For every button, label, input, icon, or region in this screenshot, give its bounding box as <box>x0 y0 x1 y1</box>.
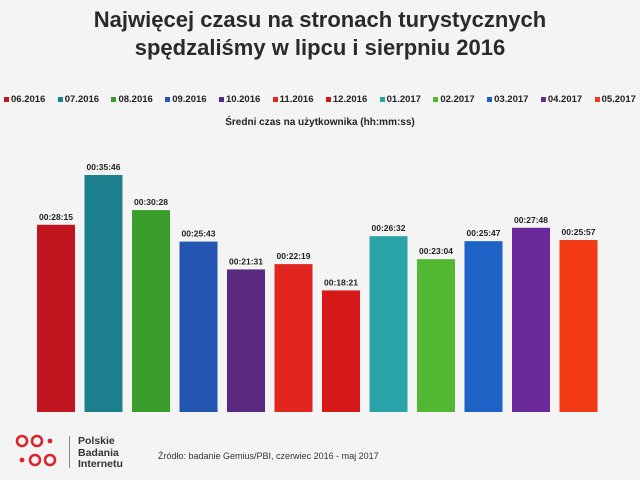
bar-value-label: 00:23:04 <box>419 246 453 256</box>
bar-11.2016 <box>274 264 313 412</box>
chart-title-line-2: spędzaliśmy w lipcu i sierpniu 2016 <box>134 35 506 60</box>
legend-item: 04.2017 <box>540 94 583 105</box>
bar-02.2017 <box>417 259 455 412</box>
legend-swatch <box>272 97 278 102</box>
footer-source: Źródło: badanie Gemius/PBI, czerwiec 201… <box>158 451 379 461</box>
bar-value-label: 00:25:57 <box>561 227 595 237</box>
legend-swatch <box>165 97 171 102</box>
chart-title-line-1: Najwięcej czasu na stronach turystycznyc… <box>93 7 547 32</box>
legend-label: 07.2016 <box>64 94 100 105</box>
bar-07.2016 <box>84 175 123 412</box>
legend-label: 05.2017 <box>601 94 636 105</box>
legend-item: 05.2017 <box>594 94 636 105</box>
footer-brand-line: Badania <box>78 446 119 459</box>
bar-value-label: 00:22:19 <box>276 251 310 261</box>
legend-swatch <box>379 97 385 102</box>
legend-label: 10.2016 <box>225 94 261 105</box>
pbi-logo-icon <box>15 434 57 467</box>
legend-item: 08.2016 <box>111 94 153 105</box>
legend-label: 12.2016 <box>332 94 368 105</box>
bar-value-label: 00:30:28 <box>134 197 168 207</box>
bar-09.2016 <box>179 241 218 412</box>
legend-label: 01.2017 <box>386 94 421 105</box>
legend-swatch <box>4 97 9 102</box>
footer-divider <box>69 436 70 468</box>
bar-10.2016 <box>227 269 265 412</box>
bar-12.2016 <box>322 290 360 412</box>
bar-value-label: 00:26:32 <box>371 223 405 233</box>
footer-brand-line: Internetu <box>78 458 123 470</box>
bar-value-label: 00:18:21 <box>324 277 358 287</box>
bar-05.2017 <box>559 240 598 412</box>
legend-swatch <box>218 97 224 102</box>
footer-brand-line: Polskie <box>78 435 115 447</box>
bar-01.2017 <box>369 236 408 412</box>
legend-item: 12.2016 <box>325 94 368 105</box>
legend-swatch <box>111 97 117 102</box>
legend-swatch <box>325 97 331 102</box>
legend-item: 03.2017 <box>487 94 528 105</box>
legend-item: 01.2017 <box>379 94 421 105</box>
legend-item: 07.2016 <box>57 94 100 105</box>
chart-subtitle: Średni czas na użytkownika (hh:mm:ss) <box>225 117 415 128</box>
legend-swatch <box>540 97 546 102</box>
bar-value-label: 00:21:31 <box>229 256 263 266</box>
bar-value-label: 00:27:48 <box>514 215 548 225</box>
legend-item: 06.2016 <box>4 94 45 105</box>
legend-swatch <box>594 97 600 102</box>
chart-legend: 06.2016 07.2016 08.2016 09.2016 10.2016 11.20… <box>4 94 636 105</box>
legend-label: 06.2016 <box>11 94 46 105</box>
bar-06.2016 <box>37 224 75 412</box>
bar-04.2017 <box>512 227 550 412</box>
legend-label: 09.2016 <box>172 94 207 105</box>
legend-label: 11.2016 <box>279 94 314 105</box>
legend-item: 11.2016 <box>272 94 314 105</box>
legend-swatch <box>57 97 63 102</box>
footer-brand: Polskie Badania Internetu <box>78 435 123 471</box>
bar-value-label: 00:28:15 <box>39 212 73 222</box>
legend-item: 02.2017 <box>433 94 475 105</box>
bar-value-label: 00:25:43 <box>181 229 215 239</box>
bar-value-label: 00:35:46 <box>86 162 120 172</box>
legend-label: 08.2016 <box>118 94 153 105</box>
legend-label: 04.2017 <box>547 94 583 105</box>
legend-swatch <box>487 97 493 102</box>
legend-label: 03.2017 <box>494 94 529 105</box>
chart-title: Najwięcej czasu na stronach turystycznyc… <box>20 6 620 62</box>
bar-value-label: 00:25:47 <box>466 228 500 238</box>
legend-item: 10.2016 <box>218 94 261 105</box>
bar-03.2017 <box>464 241 503 412</box>
bar-08.2016 <box>132 210 170 412</box>
legend-swatch <box>433 97 439 102</box>
legend-label: 02.2017 <box>440 94 475 105</box>
legend-item: 09.2016 <box>165 94 207 105</box>
